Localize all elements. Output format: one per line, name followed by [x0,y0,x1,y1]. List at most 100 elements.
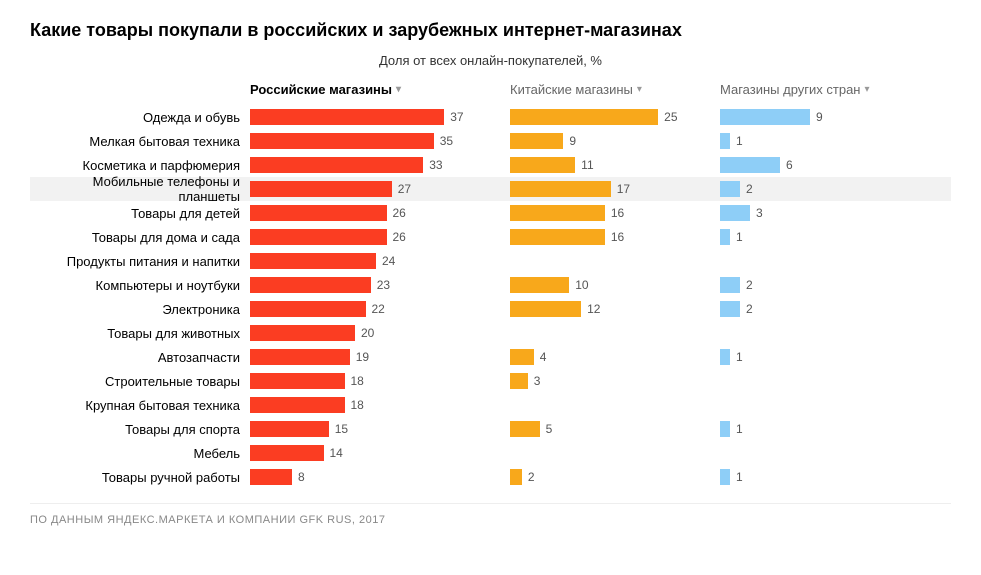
bar-value: 26 [393,206,406,220]
bar [510,181,611,197]
bar-value: 17 [617,182,630,196]
bar-value: 33 [429,158,442,172]
chart-rows: Одежда и обувь37259Мелкая бытовая техник… [30,105,951,489]
row-label: Крупная бытовая техника [30,398,250,413]
bar [250,325,355,341]
table-row: Компьютеры и ноутбуки 23 10 2 [30,273,951,297]
bar-value: 9 [569,134,576,148]
bar [510,157,575,173]
table-row: Товары для детей 26 16 3 [30,201,951,225]
bar-cell: 9 [720,109,890,125]
bar [720,157,780,173]
chevron-down-icon: ▾ [864,84,869,95]
bar-cell: 8 [250,469,490,485]
chart-footnote: ПО ДАННЫМ ЯНДЕКС.МАРКЕТА И КОМПАНИИ GFK … [30,503,951,526]
bar [250,253,376,269]
bar-value: 16 [611,230,624,244]
bar [250,205,387,221]
bar-cell: 2 [720,181,890,197]
bar-value: 5 [546,422,553,436]
bar-value: 3 [756,206,763,220]
bar-cell: 17 [510,181,700,197]
bar-cell: 3 [510,373,700,389]
bar-value: 35 [440,134,453,148]
column-header-chinese[interactable]: Китайские магазины ▾ [510,82,642,97]
bar [250,421,329,437]
bar [720,229,730,245]
bar-cell: 37 [250,109,490,125]
bar-value: 2 [746,182,753,196]
bar-value: 20 [361,326,374,340]
row-label: Товары для животных [30,326,250,341]
bar [250,133,434,149]
chart-title: Какие товары покупали в российских и зар… [30,20,951,41]
table-row: Товары для спорта1551 [30,417,951,441]
bar-value: 16 [611,206,624,220]
column-header-russian[interactable]: Российские магазины ▾ [250,82,401,97]
chevron-down-icon: ▾ [637,84,642,95]
bar-cell: 22 [250,301,490,317]
bar-cell: 25 [510,109,700,125]
bar-cell: 6 [720,157,890,173]
bar [250,277,371,293]
row-label: Продукты питания и напитки [30,254,250,269]
table-row: Товары ручной работы821 [30,465,951,489]
bar-value: 6 [786,158,793,172]
table-row: Одежда и обувь37 25 9 [30,105,951,129]
bar-value: 18 [351,398,364,412]
bar [720,277,740,293]
bar-cell: 9 [510,133,700,149]
bar-cell: 1 [720,469,890,485]
bar-value: 25 [664,110,677,124]
bar [510,349,534,365]
table-row: Товары для животных 20 [30,321,951,345]
bar-cell: 26 [250,229,490,245]
bar [510,373,528,389]
bar [720,109,810,125]
row-label: Косметика и парфюмерия [30,158,250,173]
bar [720,349,730,365]
bar [250,469,292,485]
bar-cell: 20 [250,325,490,341]
chevron-down-icon: ▾ [396,84,401,95]
table-row: Крупная бытовая техника 18 [30,393,951,417]
table-row: Электроника22122 [30,297,951,321]
bar [720,181,740,197]
bar [510,469,522,485]
row-label: Одежда и обувь [30,110,250,125]
bar [250,181,392,197]
bar-value: 1 [736,350,743,364]
bar-value: 2 [746,278,753,292]
bar-value: 1 [736,230,743,244]
row-label: Товары для детей [30,206,250,221]
bar-value: 3 [534,374,541,388]
bar-cell: 35 [250,133,490,149]
row-label: Мобильные телефоны и планшеты [30,174,250,204]
bar-value: 10 [575,278,588,292]
column-headers: Российские магазины ▾ Китайские магазины… [30,82,951,97]
table-row: Мебель14 [30,441,951,465]
bar-value: 12 [587,302,600,316]
bar [250,109,444,125]
column-header-other[interactable]: Магазины других стран ▾ [720,82,870,97]
bar-cell: 2 [720,301,890,317]
bar-cell: 1 [720,229,890,245]
bar-value: 23 [377,278,390,292]
bar [250,229,387,245]
row-label: Компьютеры и ноутбуки [30,278,250,293]
table-row: Товары для дома и сада26161 [30,225,951,249]
bar-cell: 5 [510,421,700,437]
bar-cell: 33 [250,157,490,173]
bar-value: 27 [398,182,411,196]
table-row: Продукты питания и напитки24 [30,249,951,273]
bar-value: 18 [351,374,364,388]
bar-value: 15 [335,422,348,436]
bar-value: 14 [330,446,343,460]
bar [250,301,366,317]
bar-cell: 27 [250,181,490,197]
bar-cell: 2 [510,469,700,485]
bar-cell: 15 [250,421,490,437]
chart: Российские магазины ▾ Китайские магазины… [30,82,951,489]
bar-cell: 2 [720,277,890,293]
bar [720,205,750,221]
